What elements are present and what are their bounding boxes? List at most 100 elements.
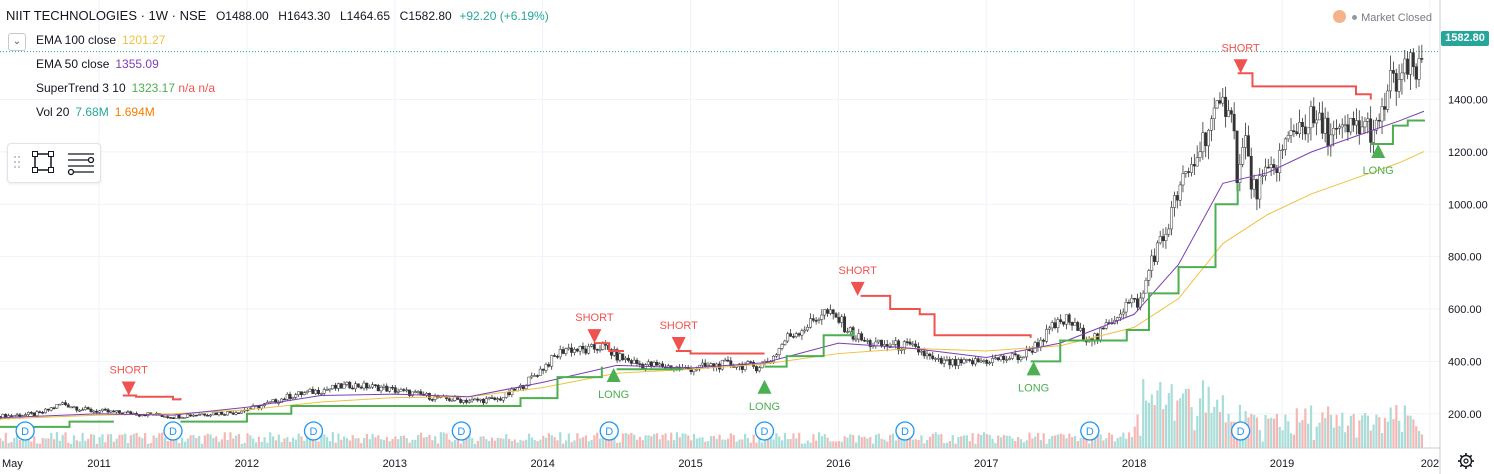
- volume-bar: [27, 432, 30, 448]
- candle-body: [163, 416, 167, 418]
- volume-bar: [260, 441, 263, 448]
- candle-body: [951, 359, 955, 366]
- candle-body: [954, 359, 957, 366]
- candle-body: [700, 362, 704, 366]
- candle-body: [1099, 327, 1102, 340]
- dividend-marker: [303, 421, 324, 441]
- volume-bar: [1398, 420, 1401, 448]
- volume-bar: [914, 439, 917, 448]
- candle-body: [24, 414, 28, 416]
- volume-bar: [217, 441, 221, 448]
- candle-body: [1394, 73, 1398, 92]
- volume-bar: [843, 436, 846, 448]
- candle-body: [1403, 58, 1407, 74]
- volume-bar: [874, 434, 878, 448]
- volume-bar: [698, 437, 701, 448]
- indicator-volume[interactable]: Vol 20 7.68M 1.694M: [36, 105, 155, 119]
- volume-bar: [266, 442, 269, 448]
- volume-bar: [434, 436, 437, 448]
- candle-body: [89, 408, 93, 412]
- candle-body: [555, 355, 559, 358]
- volume-bar: [886, 441, 889, 448]
- indicator-ema50[interactable]: EMA 50 close 1355.09: [36, 57, 159, 71]
- candle-body: [388, 386, 392, 392]
- volume-bar: [1261, 441, 1264, 448]
- candle-body: [223, 414, 227, 416]
- candle-body: [183, 417, 187, 419]
- volume-bar: [357, 438, 360, 448]
- candle-body: [774, 354, 778, 357]
- volume-bar: [1145, 400, 1148, 448]
- candle-body: [1212, 107, 1216, 119]
- volume-bar: [271, 436, 275, 448]
- volume-bar: [126, 443, 130, 448]
- volume-bar: [397, 439, 400, 448]
- volume-bar: [55, 432, 59, 448]
- parallel-lines-tool-icon[interactable]: [67, 153, 95, 176]
- volume-bar: [573, 440, 576, 448]
- candle-body: [177, 414, 181, 419]
- volume-bar: [308, 432, 312, 448]
- candle-body: [627, 357, 630, 361]
- volume-bar: [1184, 388, 1188, 448]
- candle-body: [302, 392, 306, 395]
- volume-bar: [385, 436, 388, 448]
- candle-body: [635, 359, 639, 364]
- x-tick-label: 2015: [678, 458, 702, 470]
- volume-bar: [616, 442, 619, 448]
- collapse-indicators-button[interactable]: ⌄: [8, 33, 26, 51]
- indicator-value: 1355.09: [115, 57, 159, 71]
- ema100-line: [0, 151, 1425, 420]
- volume-bar: [206, 433, 209, 448]
- volume-bar: [1199, 398, 1202, 448]
- candle-body: [208, 414, 212, 417]
- candle-body: [720, 359, 724, 370]
- volume-bar: [121, 434, 124, 448]
- volume-bar: [638, 436, 642, 448]
- indicator-supertrend[interactable]: SuperTrend 3 10 1323.17 n/a n/a: [36, 81, 215, 95]
- volume-bar: [1318, 422, 1321, 448]
- dividend-marker: [1080, 421, 1100, 441]
- volume-bar: [891, 433, 895, 448]
- volume-bar: [237, 434, 241, 448]
- volume-bar: [761, 442, 764, 448]
- last-price-label: 1582.80: [1441, 31, 1489, 46]
- volume-bar: [334, 442, 337, 448]
- volume-bar: [1008, 435, 1011, 448]
- volume-bar: [798, 432, 801, 448]
- volume-bar: [943, 443, 946, 448]
- volume-bar: [58, 440, 61, 448]
- settings-gear-icon[interactable]: [1457, 452, 1475, 470]
- volume-bar: [1031, 438, 1034, 448]
- candle-body: [359, 386, 363, 389]
- candle-body: [189, 414, 192, 417]
- volume-bar: [724, 439, 727, 448]
- volume-bar: [149, 443, 152, 448]
- supertrend-down-line: [675, 349, 765, 355]
- volume-bar: [675, 432, 678, 448]
- candle-body: [567, 347, 571, 350]
- x-tick-label: 202: [1421, 458, 1439, 470]
- volume-bar: [138, 436, 141, 448]
- volume-bar: [155, 437, 158, 448]
- volume-bar: [857, 435, 860, 448]
- candle-body: [317, 389, 320, 394]
- rectangle-tool-icon[interactable]: [32, 151, 54, 173]
- candle-body: [962, 359, 966, 364]
- candle-body: [1283, 138, 1287, 150]
- volume-bar: [667, 440, 670, 448]
- indicator-ema100[interactable]: EMA 100 close 1201.27: [36, 33, 165, 47]
- volume-bar: [1346, 425, 1350, 448]
- symbol-title[interactable]: NIIT TECHNOLOGIES · 1W · NSE: [6, 8, 207, 23]
- volume-bar: [189, 435, 192, 448]
- volume-bar: [971, 433, 974, 448]
- candle-body: [629, 360, 633, 364]
- volume-bar: [30, 441, 33, 448]
- candle-body: [271, 399, 275, 402]
- drag-handle-icon[interactable]: [14, 156, 20, 168]
- candle-body: [479, 398, 483, 401]
- candle-body: [1059, 319, 1063, 322]
- candle-body: [590, 344, 593, 347]
- candle-body: [336, 383, 340, 389]
